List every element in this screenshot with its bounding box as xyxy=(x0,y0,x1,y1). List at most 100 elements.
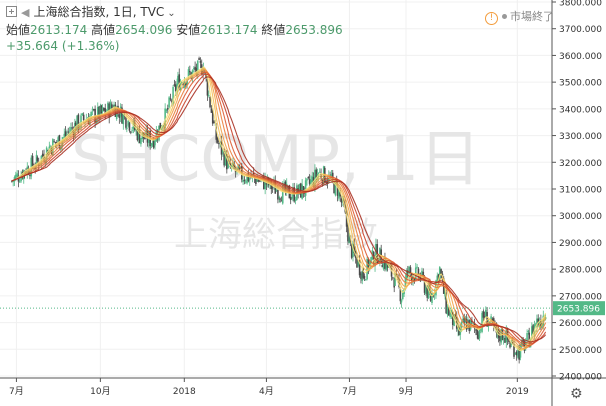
candle-body xyxy=(481,312,483,333)
gear-icon[interactable]: ⚙ xyxy=(570,386,583,402)
candle-body xyxy=(499,335,501,342)
candle-body xyxy=(243,179,246,182)
candle-body xyxy=(195,67,198,73)
candle-body xyxy=(169,98,172,100)
candle-body xyxy=(107,102,109,113)
ma-line xyxy=(11,73,547,344)
candle-body xyxy=(135,129,137,131)
candle-body xyxy=(404,277,407,290)
candle-body xyxy=(364,279,367,281)
candle-body xyxy=(477,334,479,340)
candle-body xyxy=(508,338,510,342)
candle-body xyxy=(517,348,519,358)
chevron-down-icon[interactable]: ⌄ xyxy=(167,8,176,19)
candle-body xyxy=(277,189,279,200)
y-tick-label: 2700.000 xyxy=(559,292,602,302)
candle-body xyxy=(11,180,13,182)
candle-body xyxy=(194,66,196,70)
candle-body xyxy=(70,127,72,134)
symbol-title[interactable]: 上海総合指数, 1日, TVC xyxy=(33,5,165,19)
candle-body xyxy=(279,198,281,200)
candle-body xyxy=(526,333,528,342)
candle-body xyxy=(440,269,442,275)
candle-body xyxy=(182,84,185,86)
candle-body xyxy=(44,161,47,163)
candle-body xyxy=(537,318,540,325)
candle-body xyxy=(417,268,420,278)
candle-body xyxy=(331,172,334,181)
candle-body xyxy=(36,157,39,162)
candle-body xyxy=(53,141,55,143)
candle-body xyxy=(168,97,170,108)
candle-body xyxy=(99,105,102,119)
candle-body xyxy=(35,154,38,167)
x-tick-label: 7月 xyxy=(342,386,357,397)
candle-body xyxy=(59,145,62,150)
y-tick-label: 2900.000 xyxy=(559,239,602,249)
candle-body xyxy=(500,329,503,343)
candle-body xyxy=(381,264,384,268)
y-tick-label: 2500.000 xyxy=(559,346,602,356)
candle-body xyxy=(339,191,342,197)
y-tick-label: 2400.000 xyxy=(559,373,602,383)
candle-body xyxy=(463,317,466,324)
y-tick-label: 3000.000 xyxy=(559,212,602,222)
candle-body xyxy=(138,129,141,143)
y-tick-label: 3200.000 xyxy=(559,159,602,169)
candle-body xyxy=(244,181,247,183)
candle-body xyxy=(178,74,181,90)
candle-body xyxy=(140,138,142,145)
candle-body xyxy=(160,128,163,130)
candle-body xyxy=(103,107,105,111)
warning-icon[interactable]: ! xyxy=(485,12,498,25)
ma-line xyxy=(11,71,547,347)
candle-body xyxy=(128,122,131,131)
candle-body xyxy=(491,318,494,321)
candle-body xyxy=(196,60,199,76)
candle-body xyxy=(125,116,127,128)
candle-body xyxy=(505,329,508,343)
candle-body xyxy=(100,105,103,114)
candle-body xyxy=(72,129,75,136)
back-arrow-icon[interactable]: ◀ xyxy=(21,6,30,19)
candle-body xyxy=(382,259,385,270)
candle-body xyxy=(311,176,314,183)
candle-body xyxy=(232,162,234,166)
candle-body xyxy=(96,107,99,119)
candle-body xyxy=(230,165,233,168)
candle-body xyxy=(504,337,506,343)
market-status[interactable]: ! 市場終了 xyxy=(485,8,554,25)
candle-body xyxy=(223,150,225,166)
candle-body xyxy=(275,190,278,192)
candle-body xyxy=(510,342,513,345)
market-status-text: 市場終了 xyxy=(510,10,554,23)
candle-body xyxy=(536,318,538,327)
candle-body xyxy=(541,323,543,328)
candle-body xyxy=(291,196,293,199)
candle-body xyxy=(462,318,464,320)
candle-body xyxy=(206,78,209,96)
candle-body xyxy=(218,143,220,145)
candle-body xyxy=(104,108,107,114)
candle-body xyxy=(259,180,261,182)
candle-body xyxy=(136,129,139,141)
candle-body xyxy=(458,326,460,336)
y-tick-label: 3500.000 xyxy=(559,79,602,89)
candle-body xyxy=(427,285,430,299)
expand-icon[interactable] xyxy=(6,6,17,17)
open-label: 始値 xyxy=(6,23,31,37)
candle-body xyxy=(408,266,410,274)
candle-body xyxy=(228,160,230,162)
candle-body xyxy=(256,179,259,182)
candle-body xyxy=(209,96,211,108)
y-tick-label: 2600.000 xyxy=(559,319,602,329)
candle-body xyxy=(176,83,178,93)
candle-body xyxy=(432,295,435,297)
candle-body xyxy=(159,122,162,130)
candle-body xyxy=(356,257,358,268)
high-label: 高値 xyxy=(91,23,116,37)
candle-body xyxy=(226,153,228,170)
candle-body xyxy=(205,71,207,78)
candle-body xyxy=(445,292,447,314)
